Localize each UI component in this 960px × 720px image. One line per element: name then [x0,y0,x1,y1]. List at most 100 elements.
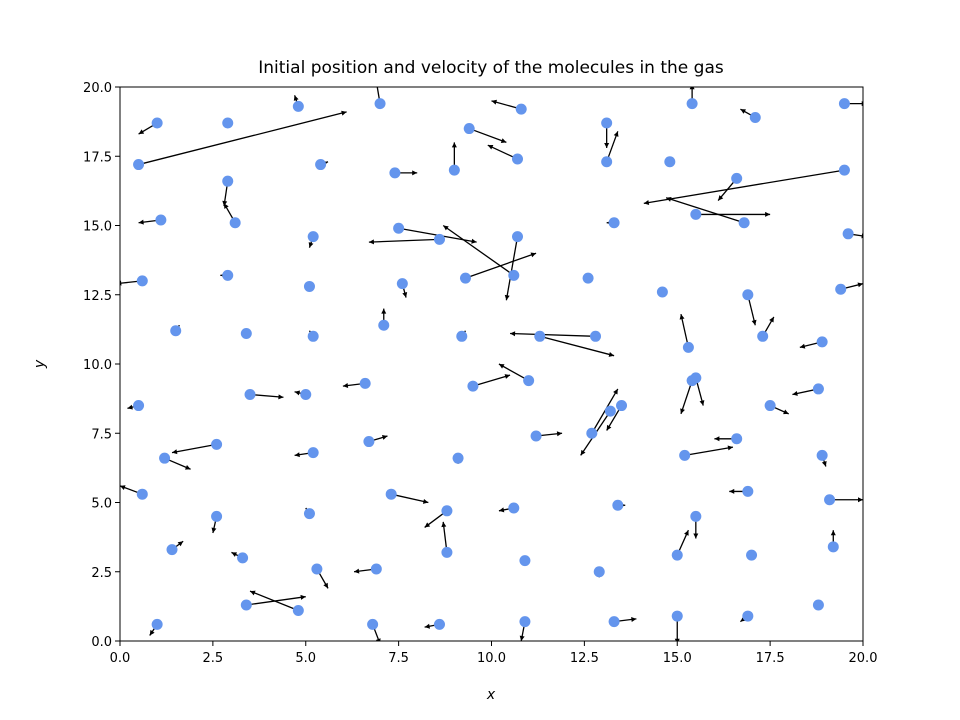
molecule-point [523,375,535,387]
molecule-point [463,123,475,135]
molecule-point [519,555,531,567]
molecule-point [835,283,847,295]
molecule-point [374,98,386,110]
molecule-point [303,280,315,292]
velocity-arrow [679,313,690,348]
molecule-point [385,488,397,500]
y-axis: 0.0 2.5 5.0 7.5 10.0 12.5 15.0 17.5 20.0 [83,81,120,650]
molecule-point [315,159,327,171]
molecule-point [133,400,145,412]
molecule-points [133,98,854,630]
molecule-point [159,452,171,464]
molecule-point [671,610,683,622]
molecule-point [838,98,850,110]
molecule-point [393,222,405,234]
molecule-point [370,563,382,575]
velocity-arrow [472,374,511,387]
velocity-arrow [138,110,347,166]
molecule-point [656,286,668,298]
molecule-point [757,330,769,342]
molecule-point [448,164,460,176]
x-tick-label: 7.5 [388,651,409,666]
molecule-point [682,341,694,353]
molecule-point [519,616,531,628]
molecule-point [359,377,371,389]
molecule-point [590,330,602,342]
molecule-point [155,214,167,226]
molecule-point [508,502,520,514]
velocity-arrow [442,224,515,276]
molecule-point [452,452,464,464]
molecule-point [170,325,182,337]
molecule-point [764,400,776,412]
y-tick-label: 15.0 [83,220,112,235]
velocity-arrow [539,335,615,357]
molecule-point [530,430,542,442]
molecule-point [604,405,616,417]
molecule-point [512,153,524,165]
molecule-point [307,330,319,342]
y-tick-label: 12.5 [83,289,112,304]
x-axis-label: x [486,687,496,703]
x-tick-label: 12.5 [570,651,599,666]
molecule-point [237,552,249,564]
molecule-point [292,100,304,112]
molecule-point [746,549,758,561]
molecule-point [311,563,323,575]
velocity-arrow [391,493,429,504]
molecule-point [211,438,223,450]
y-tick-label: 20.0 [83,81,112,96]
molecule-point [136,488,148,500]
molecule-point [812,383,824,395]
molecule-point [582,272,594,284]
velocity-arrow [171,443,217,455]
x-tick-label: 17.5 [756,651,785,666]
molecule-point [608,616,620,628]
molecule-point [838,164,850,176]
molecule-point [842,228,854,240]
molecule-point [229,217,241,229]
molecule-point [222,269,234,281]
molecule-point [824,494,836,506]
x-tick-label: 15.0 [663,651,692,666]
molecule-point [612,499,624,511]
molecule-point [601,117,613,129]
molecule-point [690,372,702,384]
molecule-point [456,330,468,342]
molecule-point [367,618,379,630]
molecule-point [467,380,479,392]
velocity-arrow [665,196,745,224]
molecule-point [679,449,691,461]
molecule-point [742,610,754,622]
molecule-point [690,208,702,220]
velocity-arrow [829,497,863,503]
molecule-point [534,330,546,342]
molecule-point [211,510,223,522]
y-tick-label: 17.5 [83,150,112,165]
velocity-arrow [249,590,299,612]
molecule-point [593,566,605,578]
y-tick-label: 7.5 [91,427,112,442]
molecule-point [608,217,620,229]
molecule-point [664,156,676,168]
molecule-point [133,159,145,171]
molecule-point [601,156,613,168]
molecule-point [363,436,375,448]
y-tick-label: 10.0 [83,358,112,373]
molecule-point [441,505,453,517]
x-tick-label: 10.0 [477,651,506,666]
velocity-arrow [680,380,693,415]
molecule-point [441,546,453,558]
molecule-point [222,175,234,187]
molecule-point [742,289,754,301]
velocity-arrow [498,363,529,382]
molecule-point [508,269,520,281]
velocity-arrow [510,331,596,337]
molecule-point [151,117,163,129]
molecule-point [686,98,698,110]
molecule-point [459,272,471,284]
chart-title: Initial position and velocity of the mol… [258,58,724,78]
molecule-point [166,544,178,556]
